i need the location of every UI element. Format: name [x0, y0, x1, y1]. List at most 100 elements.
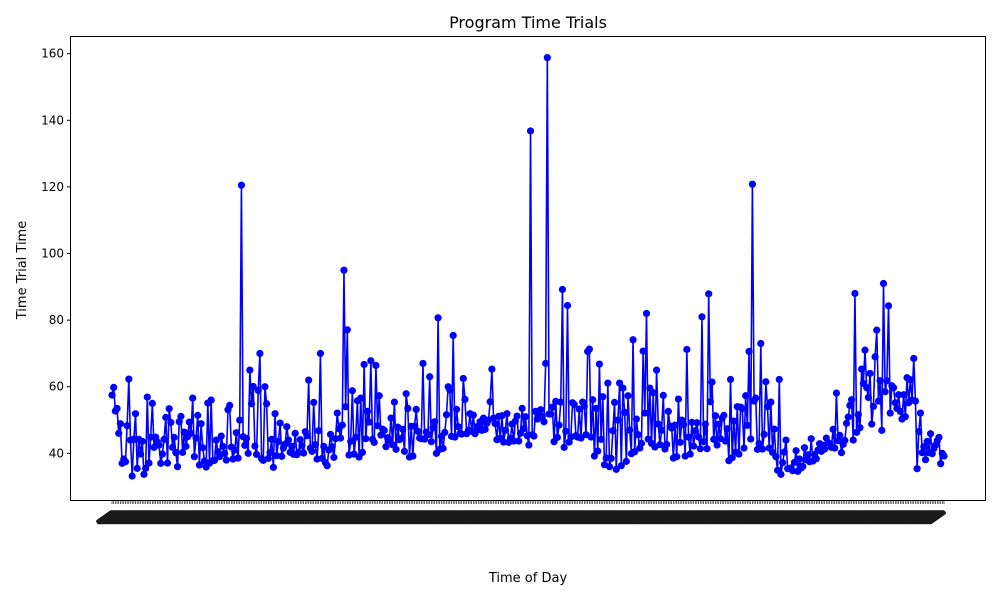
data-point: [547, 410, 555, 418]
data-point: [284, 436, 293, 444]
data-point: [513, 412, 521, 420]
data-point: [360, 360, 368, 369]
data-point: [168, 443, 177, 451]
data-point: [841, 436, 849, 444]
data-point: [632, 415, 641, 423]
data-point: [589, 396, 597, 404]
data-point: [264, 454, 272, 462]
data-point: [710, 435, 718, 443]
data-point: [365, 418, 373, 426]
data-point: [691, 427, 699, 435]
data-point: [910, 354, 918, 363]
data-point: [723, 425, 731, 433]
data-point: [409, 452, 417, 460]
data-point: [772, 453, 780, 461]
data-point: [851, 289, 859, 298]
data-point: [758, 445, 767, 453]
data-point: [935, 433, 943, 441]
data-point: [605, 463, 614, 471]
data-point: [143, 393, 151, 401]
data-point: [278, 452, 286, 460]
data-point: [747, 435, 755, 443]
data-point: [708, 378, 716, 386]
data-point: [414, 427, 422, 435]
data-point: [864, 393, 872, 402]
data-point: [760, 430, 768, 438]
data-point: [637, 439, 646, 447]
data-point: [323, 462, 331, 470]
data-point: [439, 444, 447, 452]
data-point: [212, 436, 220, 444]
data-point: [400, 447, 409, 455]
data-point: [543, 54, 551, 62]
data-point: [219, 442, 227, 450]
data-point: [607, 454, 615, 462]
data-point: [869, 402, 878, 410]
data-point: [693, 419, 701, 427]
data-point: [861, 346, 869, 354]
data-point: [624, 392, 632, 400]
data-point: [595, 360, 604, 368]
plot-frame: [70, 36, 986, 501]
data-point: [664, 407, 672, 415]
data-point: [266, 449, 274, 457]
data-point: [906, 376, 914, 384]
data-point: [347, 437, 355, 445]
data-point: [192, 434, 200, 442]
data-point: [251, 442, 259, 450]
data-point: [157, 459, 165, 467]
data-point: [580, 402, 588, 410]
data-point: [268, 435, 276, 443]
data-point: [674, 395, 683, 403]
data-point: [799, 462, 807, 470]
data-point: [503, 410, 511, 418]
data-point: [136, 450, 145, 458]
data-point: [795, 455, 804, 463]
data-point: [821, 445, 829, 453]
data-point: [901, 413, 909, 421]
data-point: [866, 369, 874, 378]
data-point: [695, 433, 703, 441]
data-point: [884, 302, 893, 310]
data-point: [721, 437, 730, 445]
data-point: [745, 347, 753, 356]
data-point: [698, 313, 706, 321]
data-point: [170, 433, 178, 441]
data-point: [874, 397, 883, 405]
data-point: [730, 417, 738, 425]
data-point: [592, 404, 600, 412]
data-point: [510, 437, 518, 445]
data-point: [207, 396, 215, 404]
data-point: [876, 377, 884, 385]
data-point: [375, 392, 383, 400]
data-point: [654, 420, 662, 428]
y-tick-label: 40: [49, 446, 64, 460]
y-tick-label: 100: [41, 247, 64, 261]
data-point: [221, 449, 229, 457]
data-point: [873, 326, 881, 334]
data-point: [501, 426, 509, 434]
data-point: [241, 441, 249, 449]
data-point: [889, 384, 898, 392]
data-point: [701, 420, 709, 428]
data-point: [696, 445, 704, 453]
data-point: [382, 443, 390, 451]
data-point: [863, 384, 871, 392]
data-point: [185, 418, 193, 426]
data-point: [770, 425, 778, 433]
data-point: [296, 436, 304, 444]
data-point: [298, 442, 306, 450]
data-point: [125, 375, 133, 383]
data-point: [308, 447, 316, 455]
data-point: [249, 382, 257, 391]
data-point: [609, 427, 617, 435]
data-point: [540, 418, 548, 426]
data-point: [829, 425, 837, 433]
data-point: [537, 406, 545, 414]
data-point: [738, 405, 746, 413]
data-point: [711, 412, 720, 420]
data-point: [642, 309, 651, 318]
data-point: [871, 353, 879, 361]
data-point: [387, 414, 395, 422]
data-point: [357, 394, 365, 402]
